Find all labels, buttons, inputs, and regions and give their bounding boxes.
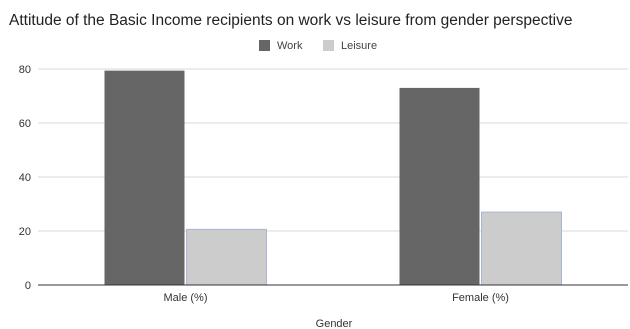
legend-swatch-leisure (323, 40, 334, 51)
y-tick-label: 40 (19, 172, 31, 184)
legend: Work Leisure (259, 40, 377, 52)
bar-leisure-male (186, 228, 267, 286)
bar-work-male (104, 70, 185, 286)
bars (104, 70, 562, 286)
y-tick-label: 20 (19, 226, 31, 238)
chart-title: Attitude of the Basic Income recipients … (9, 12, 572, 29)
y-tick-label: 60 (19, 118, 31, 130)
legend-swatch-work (259, 40, 270, 51)
legend-label-work: Work (277, 40, 303, 52)
y-axis-ticks: 0 20 40 60 80 (19, 64, 31, 292)
bar-work-female (399, 87, 480, 286)
y-tick-label: 80 (19, 64, 31, 76)
x-axis-title: Gender (316, 318, 353, 329)
bar-leisure-female (481, 211, 562, 286)
x-axis-categories: Male (%) Female (%) (163, 292, 508, 304)
legend-label-leisure: Leisure (341, 40, 377, 52)
x-category-label: Female (%) (452, 292, 509, 304)
y-tick-label: 0 (25, 280, 31, 292)
x-category-label: Male (%) (163, 292, 207, 304)
